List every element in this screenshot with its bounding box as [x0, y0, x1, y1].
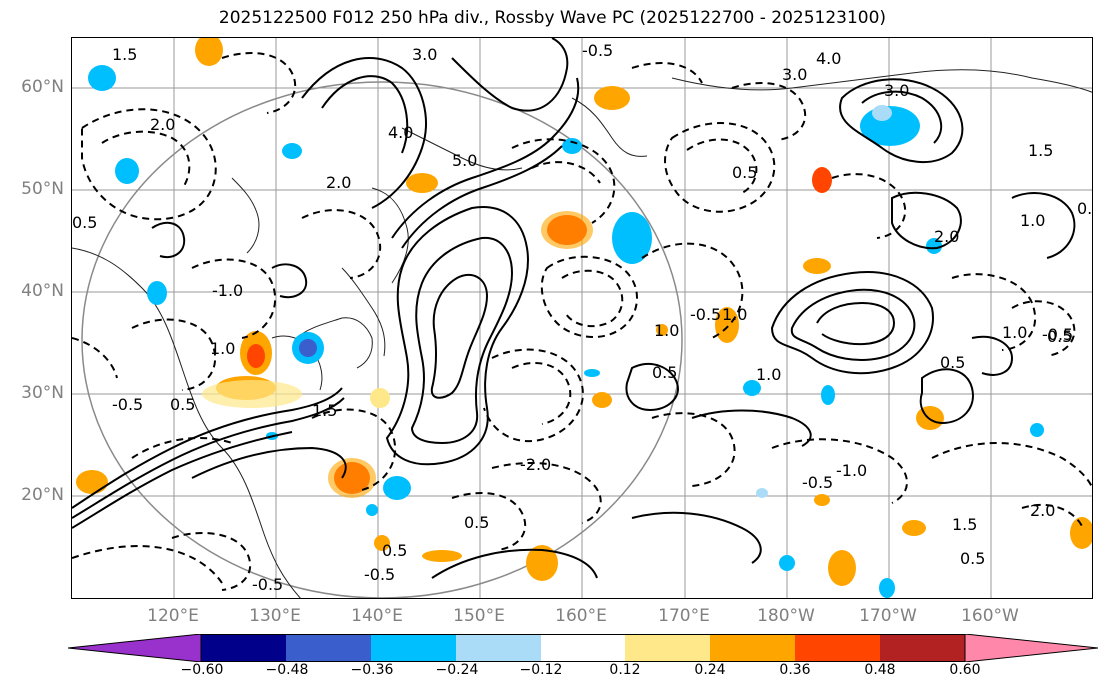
contour-label: -2.0 — [520, 455, 551, 474]
contour-label: 4.0 — [388, 123, 413, 142]
lat-label-20n: 20°N — [21, 485, 64, 505]
positive-contours — [72, 38, 1076, 579]
colorbar-swatch — [710, 634, 795, 662]
colorbar-tick: 0.24 — [694, 662, 726, 678]
colorbar-extend-low — [68, 634, 202, 662]
lat-label-60n: 60°N — [21, 77, 64, 97]
contour-label: 4.0 — [816, 49, 841, 68]
lon-label-150e: 150°E — [453, 606, 505, 626]
map-plot: 1.5 2.0 0.5 3.0 4.0 2.0 5.0 -0.5 3.0 4.0… — [71, 37, 1093, 599]
colorbar-tick: −0.12 — [519, 662, 563, 678]
colorbar — [68, 634, 1098, 662]
contour-label: 0.5 — [72, 213, 97, 232]
map-title: 2025122500 F012 250 hPa div., Rossby Wav… — [218, 8, 887, 28]
map-canvas: 1.5 2.0 0.5 3.0 4.0 2.0 5.0 -0.5 3.0 4.0… — [72, 38, 1093, 598]
contour-label: 1.5 — [312, 401, 337, 420]
contour-label: 1.0 — [210, 339, 235, 358]
contour-label: 0.5 — [1077, 199, 1093, 218]
colorbar-tick: 0.60 — [949, 662, 981, 678]
lon-label-160w: 160°W — [961, 606, 1019, 626]
contour-label: 1.5 — [112, 45, 137, 64]
lon-label-170e: 170°E — [658, 606, 710, 626]
contour-label: 2.0 — [150, 115, 175, 134]
contour-label: 0.5 — [960, 549, 985, 568]
lon-label-140e: 140°E — [351, 606, 403, 626]
region-circle — [81, 81, 683, 598]
colorbar-swatch — [456, 634, 541, 662]
contour-label: 0.5 — [464, 513, 489, 532]
contour-label: -0.5 — [690, 305, 721, 324]
colorbar-tick: 0.36 — [779, 662, 811, 678]
lon-label-130e: 130°E — [249, 606, 301, 626]
contour-label: -1.0 — [836, 461, 867, 480]
contour-label: 1.0 — [1020, 211, 1045, 230]
contour-label: -0.5 — [1042, 325, 1073, 344]
contour-label: 3.0 — [412, 45, 437, 64]
lon-label-180w: 180°W — [757, 606, 815, 626]
colorbar-tick: −0.24 — [435, 662, 479, 678]
contour-label: -0.5 — [802, 473, 833, 492]
contour-label: 1.0 — [756, 365, 781, 384]
contour-label: 2.0 — [326, 173, 351, 192]
lat-label-50n: 50°N — [21, 179, 64, 199]
lat-label-30n: 30°N — [21, 383, 64, 403]
contour-label: 2.0 — [934, 227, 959, 246]
contour-label: 0.5 — [940, 353, 965, 372]
contour-label: 5.0 — [452, 151, 477, 170]
colorbar-tick: −0.60 — [180, 662, 224, 678]
contour-label: 2.0 — [1030, 501, 1055, 520]
colorbar-swatch — [286, 634, 371, 662]
colorbar-tick: 0.48 — [864, 662, 896, 678]
colorbar-swatch — [541, 634, 625, 662]
contour-label: -0.5 — [582, 41, 613, 60]
lon-label-160e: 160°E — [555, 606, 607, 626]
colorbar-tick: −0.36 — [350, 662, 394, 678]
contour-label: 1.0 — [722, 305, 747, 324]
colorbar-swatch — [795, 634, 880, 662]
contour-label: 0.5 — [382, 541, 407, 560]
divergence-shading — [76, 38, 1092, 598]
negative-contours — [72, 52, 1092, 591]
contour-label: 0.5 — [652, 363, 677, 382]
colorbar-tick: 0.12 — [609, 662, 641, 678]
contour-label: 0.5 — [1047, 327, 1072, 346]
lon-label-120e: 120°E — [147, 606, 199, 626]
colorbar-swatch — [201, 634, 286, 662]
colorbar-swatch — [880, 634, 965, 662]
contour-label: -0.5 — [252, 575, 283, 594]
colorbar-swatch — [371, 634, 456, 662]
colorbar-extend-high — [964, 634, 1098, 662]
contour-label: 3.0 — [782, 65, 807, 84]
contour-label: 1.0 — [1002, 323, 1027, 342]
lon-label-170w: 170°W — [859, 606, 917, 626]
colorbar-tick: −0.48 — [265, 662, 309, 678]
colorbar-swatch — [625, 634, 710, 662]
lat-label-40n: 40°N — [21, 281, 64, 301]
contour-label: 3.0 — [884, 81, 909, 100]
contour-label: -0.5 — [364, 565, 395, 584]
contour-label: 1.5 — [952, 515, 977, 534]
contour-label: 0.5 — [170, 395, 195, 414]
contour-label: 0.5 — [732, 163, 757, 182]
contour-label: 1.5 — [1028, 141, 1053, 160]
contour-label: -0.5 — [112, 395, 143, 414]
contour-label: 1.0 — [654, 321, 679, 340]
contour-label: -1.0 — [212, 281, 243, 300]
contour-labels: 1.5 2.0 0.5 3.0 4.0 2.0 5.0 -0.5 3.0 4.0… — [72, 41, 1093, 594]
